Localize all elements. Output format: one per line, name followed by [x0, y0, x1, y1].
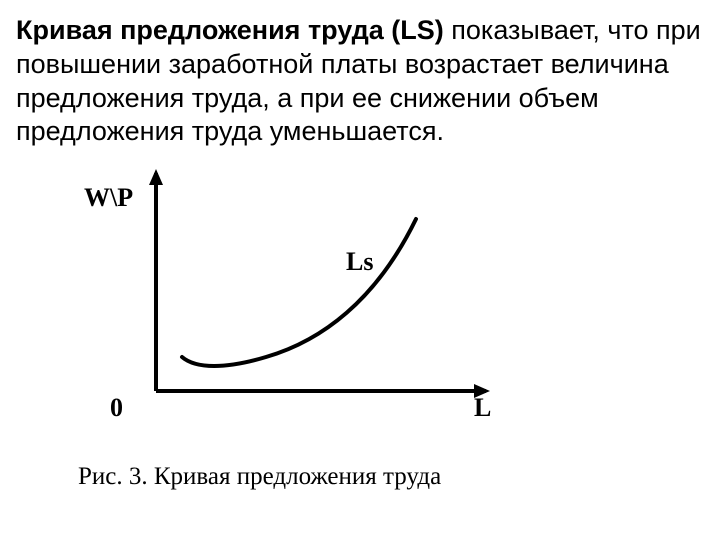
figure-caption: Рис. 3. Кривая предложения труда: [78, 463, 704, 491]
chart-svg: [86, 161, 526, 431]
origin-label: 0: [110, 393, 123, 423]
x-axis-label: L: [474, 393, 491, 423]
labor-supply-chart: W\P Ls 0 L: [86, 161, 566, 461]
title-bold: Кривая предложения труда (LS): [16, 15, 444, 45]
curve-label: Ls: [346, 247, 373, 277]
y-axis-label: W\P: [84, 183, 133, 213]
description-paragraph: Кривая предложения труда (LS) показывает…: [16, 14, 704, 149]
